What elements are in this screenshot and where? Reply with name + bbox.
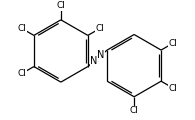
Text: N: N [97, 50, 105, 60]
Text: Cl: Cl [130, 106, 139, 115]
Text: Cl: Cl [96, 24, 104, 33]
Text: Cl: Cl [56, 1, 65, 10]
Text: Cl: Cl [17, 69, 26, 78]
Text: N: N [90, 56, 98, 66]
Text: Cl: Cl [169, 84, 178, 93]
Text: Cl: Cl [17, 24, 26, 33]
Text: Cl: Cl [169, 39, 178, 48]
